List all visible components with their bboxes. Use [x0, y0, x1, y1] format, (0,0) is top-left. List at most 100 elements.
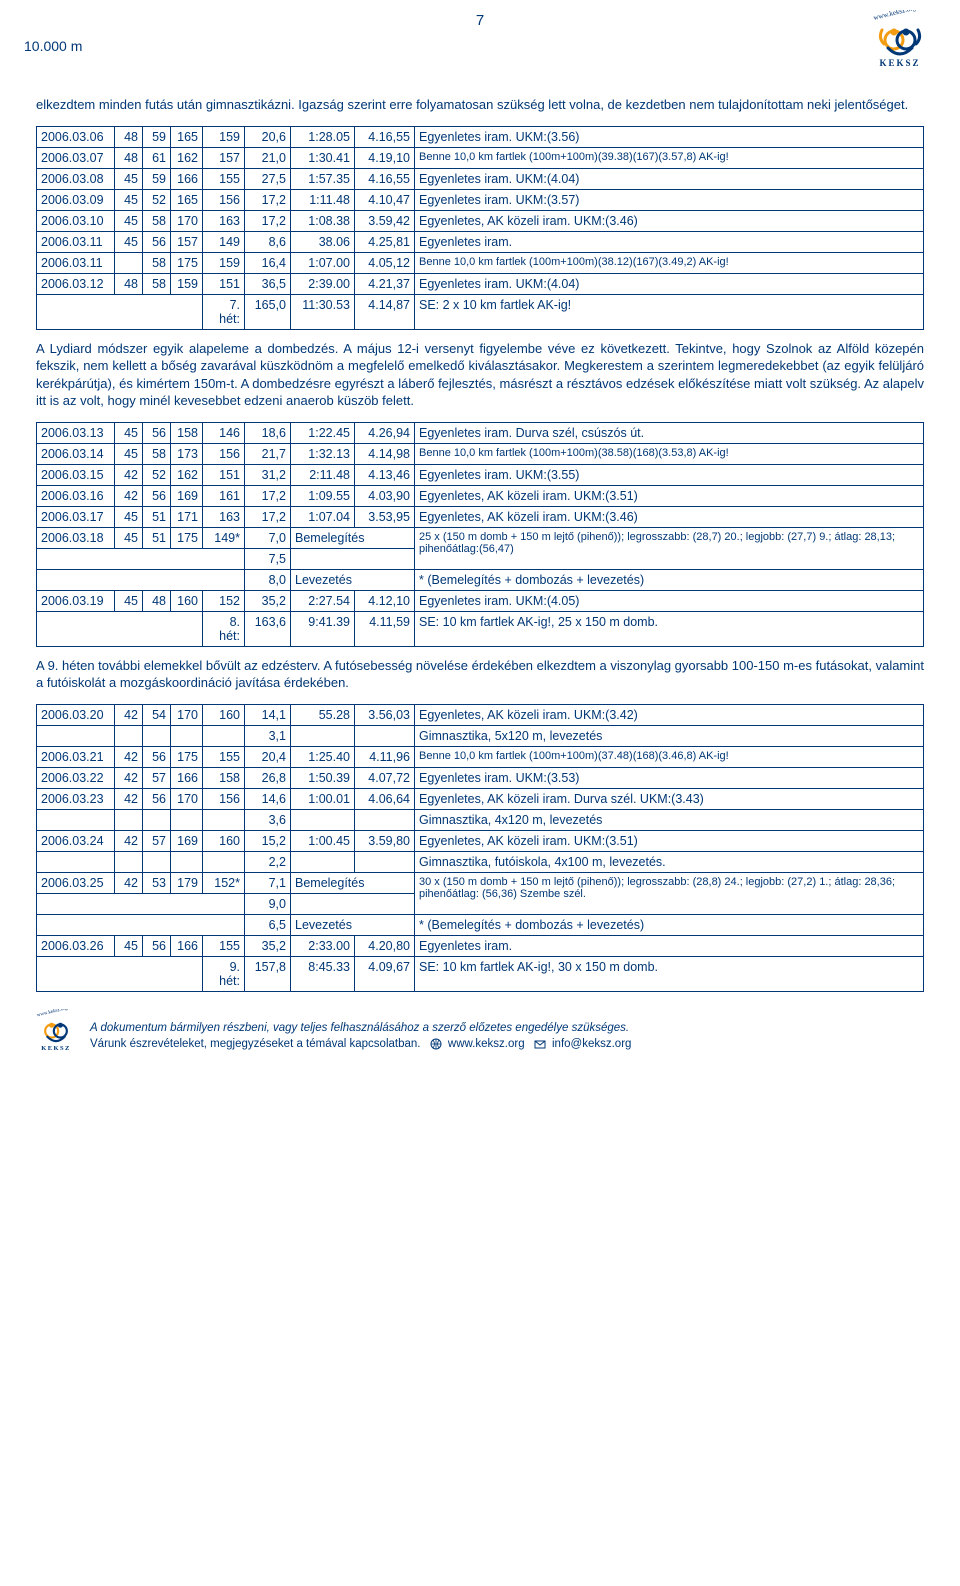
table-cell — [115, 725, 143, 746]
table-cell: 42 — [115, 464, 143, 485]
training-table-2: 2006.03.13455615814618,61:22.454.26,94Eg… — [36, 422, 924, 647]
table-cell: 42 — [115, 830, 143, 851]
table-cell: 8,6 — [245, 231, 291, 252]
svg-text:www.keksz.org: www.keksz.org — [36, 1009, 68, 1018]
table-cell: 45 — [115, 935, 143, 956]
table-cell: 1:30.41 — [291, 147, 355, 168]
table-cell: 4.26,94 — [355, 422, 415, 443]
table-cell: 179 — [171, 872, 203, 893]
table-cell: 151 — [203, 464, 245, 485]
table-cell: 56 — [143, 231, 171, 252]
table-cell — [143, 851, 171, 872]
table-cell: 4.14,98 — [355, 443, 415, 464]
logo-bottom: www.keksz.org KEKSZ — [30, 1009, 82, 1056]
table-row: 2006.03.08455916615527,51:57.354.16,55Eg… — [37, 168, 924, 189]
table-cell: 8,0 — [245, 569, 291, 590]
table-cell: 175 — [171, 746, 203, 767]
table-cell: 2006.03.08 — [37, 168, 115, 189]
table-cell: 2006.03.20 — [37, 704, 115, 725]
table-cell: 2006.03.09 — [37, 189, 115, 210]
table-cell: 152 — [203, 590, 245, 611]
table-cell: 27,5 — [245, 168, 291, 189]
table-cell: 2:27.54 — [291, 590, 355, 611]
table-cell: 157 — [171, 231, 203, 252]
table-row: 2006.03.1145561571498,638.064.25,81Egyen… — [37, 231, 924, 252]
table-cell: 4.10,47 — [355, 189, 415, 210]
table-cell: 20,4 — [245, 746, 291, 767]
table-cell: 4.12,10 — [355, 590, 415, 611]
table-cell: 2:39.00 — [291, 273, 355, 294]
table-cell — [37, 956, 203, 991]
table-cell: 1:25.40 — [291, 746, 355, 767]
table-row: 3,6Gimnasztika, 4x120 m, levezetés — [37, 809, 924, 830]
table-cell: 152* — [203, 872, 245, 893]
table-cell: 42 — [115, 704, 143, 725]
table-cell: 2006.03.23 — [37, 788, 115, 809]
table-cell: 48 — [115, 273, 143, 294]
table-cell: 163 — [203, 506, 245, 527]
table-cell: 2:11.48 — [291, 464, 355, 485]
table-cell: Levezetés — [291, 569, 415, 590]
table-cell: Gimnasztika, 4x120 m, levezetés — [415, 809, 924, 830]
table-cell — [355, 851, 415, 872]
table-cell: 17,2 — [245, 189, 291, 210]
table-cell: 6,5 — [245, 914, 291, 935]
table-cell: 4.20,80 — [355, 935, 415, 956]
table-cell: Egyenletes iram. UKM:(3.53) — [415, 767, 924, 788]
table-cell: 166 — [171, 767, 203, 788]
table-cell: 52 — [143, 464, 171, 485]
table-cell: 2006.03.13 — [37, 422, 115, 443]
table-cell: 2006.03.16 — [37, 485, 115, 506]
table-cell: 53 — [143, 872, 171, 893]
table-cell: 45 — [115, 210, 143, 231]
table-row: 2006.03.07486116215721,01:30.414.19,10Be… — [37, 147, 924, 168]
table-cell: 56 — [143, 746, 171, 767]
paragraph-3: A 9. héten további elemekkel bővült az e… — [36, 657, 924, 692]
table-cell: 35,2 — [245, 590, 291, 611]
table-cell: 45 — [115, 422, 143, 443]
table-cell: 149* — [203, 527, 245, 548]
table-cell: 2006.03.26 — [37, 935, 115, 956]
table-cell: * (Bemelegítés + dombozás + levezetés) — [415, 569, 924, 590]
table-cell: 173 — [171, 443, 203, 464]
table-cell — [37, 851, 115, 872]
table-cell — [355, 725, 415, 746]
table-cell: 56 — [143, 788, 171, 809]
table-cell: 2006.03.11 — [37, 231, 115, 252]
table-row: 6,5Levezetés* (Bemelegítés + dombozás + … — [37, 914, 924, 935]
table-cell: 58 — [143, 210, 171, 231]
table-row: 2006.03.24425716916015,21:00.453.59,80Eg… — [37, 830, 924, 851]
table-row: 2006.03.14455817315621,71:32.134.14,98Be… — [37, 443, 924, 464]
table-cell: 2006.03.06 — [37, 126, 115, 147]
table-row: 2006.03.26455616615535,22:33.004.20,80Eg… — [37, 935, 924, 956]
table-row: 2006.03.06485916515920,61:28.054.16,55Eg… — [37, 126, 924, 147]
table-cell: 45 — [115, 231, 143, 252]
summary-row: 8. hét:163,69:41.394.11,59SE: 10 km fart… — [37, 611, 924, 646]
table-cell: 156 — [203, 443, 245, 464]
table-cell: 2:33.00 — [291, 935, 355, 956]
table-cell: 9. hét: — [203, 956, 245, 991]
globe-icon — [430, 1038, 442, 1050]
table-cell: 7. hét: — [203, 294, 245, 329]
table-cell: 2006.03.25 — [37, 872, 115, 893]
table-cell: 1:50.39 — [291, 767, 355, 788]
table-cell — [355, 809, 415, 830]
table-cell: 2006.03.22 — [37, 767, 115, 788]
table-cell: 169 — [171, 485, 203, 506]
table-cell: 17,2 — [245, 210, 291, 231]
training-table-1: 2006.03.06485916515920,61:28.054.16,55Eg… — [36, 126, 924, 330]
table-cell: 170 — [171, 788, 203, 809]
table-cell: SE: 10 km fartlek AK-ig!, 25 x 150 m dom… — [415, 611, 924, 646]
svg-text:KEKSZ: KEKSZ — [879, 58, 920, 68]
table-cell: Benne 10,0 km fartlek (100m+100m)(39.38)… — [415, 147, 924, 168]
table-cell: 159 — [171, 273, 203, 294]
table-cell: 4.13,46 — [355, 464, 415, 485]
mail-icon — [534, 1038, 546, 1050]
table-cell: 159 — [203, 126, 245, 147]
table-cell: Benne 10,0 km fartlek (100m+100m)(38.58)… — [415, 443, 924, 464]
table-row: 2006.03.15425216215131,22:11.484.13,46Eg… — [37, 464, 924, 485]
table-cell: 26,8 — [245, 767, 291, 788]
svg-text:KEKSZ: KEKSZ — [41, 1045, 71, 1052]
page-number: 7 — [476, 12, 484, 29]
table-cell — [115, 809, 143, 830]
